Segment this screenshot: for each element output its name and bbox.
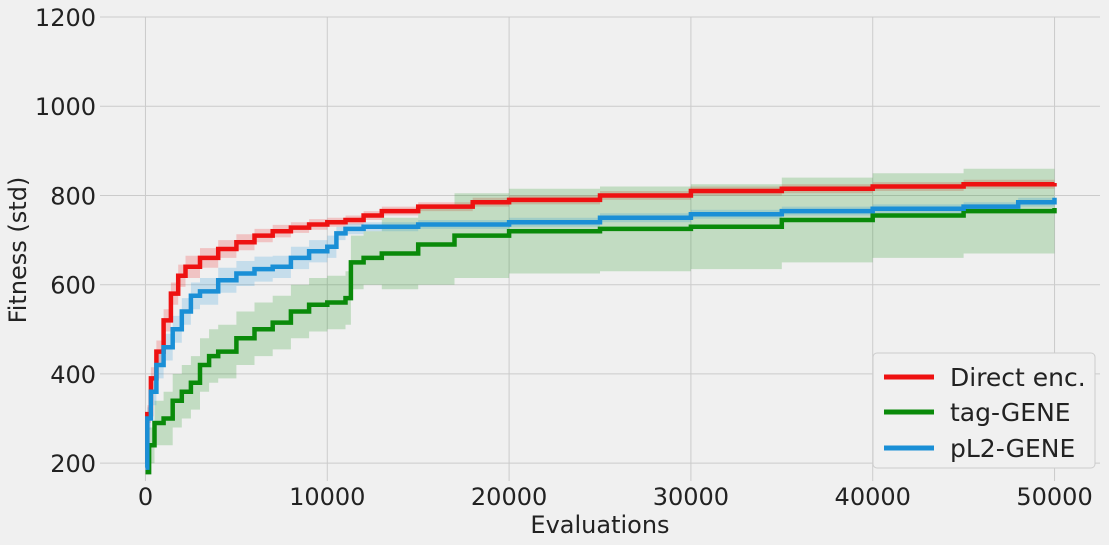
x-tick-label: 10000 [289,483,365,511]
std-band-tag-gene [145,165,1055,475]
series-lines [145,182,1057,475]
legend-label-tag-gene: tag-GENE [950,398,1071,427]
y-tick-labels: 200 400 600 800 1000 1200 [35,4,96,478]
x-axis-label: Evaluations [530,511,669,539]
y-tick-label: 800 [50,182,96,210]
x-tick-label: 50000 [1016,483,1092,511]
series-line-pl2-gene [145,197,1057,470]
y-tick-label: 1200 [35,4,96,32]
x-tick-label: 20000 [471,483,547,511]
legend-label-pl2-gene: pL2-GENE [950,434,1075,463]
std-bands [145,165,1055,475]
x-tick-label: 30000 [653,483,729,511]
series-line-tag-gene [145,208,1057,475]
x-tick-labels: 0 10000 20000 30000 40000 50000 [138,483,1093,511]
y-tick-label: 400 [50,361,96,389]
x-tick-label: 0 [138,483,153,511]
legend: Direct enc. tag-GENE pL2-GENE [872,352,1096,469]
legend-label-direct-enc: Direct enc. [950,363,1086,392]
y-tick-label: 200 [50,450,96,478]
y-axis-label: Fitness (std) [4,177,32,324]
series-line-direct-enc [145,182,1057,466]
y-tick-label: 600 [50,272,96,300]
y-tick-label: 1000 [35,93,96,121]
legend-box [872,352,1096,469]
grid-lines [100,16,1100,481]
x-tick-label: 40000 [835,483,911,511]
